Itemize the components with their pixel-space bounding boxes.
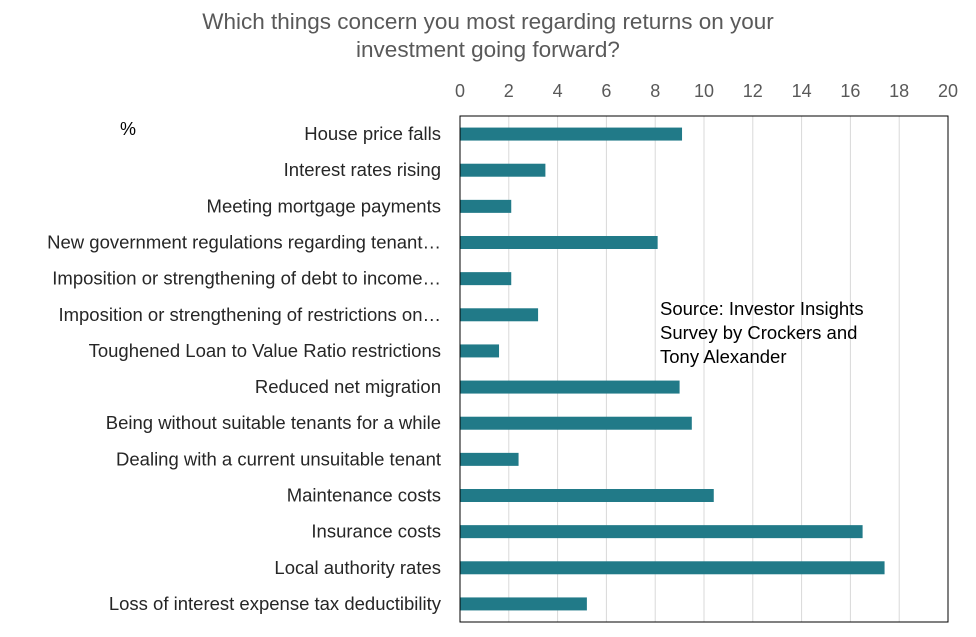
category-label: Insurance costs bbox=[311, 521, 441, 542]
category-label: Being without suitable tenants for a whi… bbox=[106, 412, 441, 433]
category-label: Imposition or strengthening of debt to i… bbox=[52, 268, 441, 289]
bars bbox=[460, 127, 885, 611]
category-label: House price falls bbox=[304, 123, 441, 144]
source-line-1: Source: Investor Insights bbox=[660, 298, 864, 319]
bar bbox=[460, 272, 512, 286]
category-label: Maintenance costs bbox=[287, 485, 441, 506]
category-label: New government regulations regarding ten… bbox=[47, 232, 441, 253]
plot-area-frame bbox=[459, 115, 949, 623]
category-label: Dealing with a current unsuitable tenant bbox=[116, 448, 441, 469]
chart-title-line-1: Which things concern you most regarding … bbox=[202, 9, 774, 34]
category-labels: House price falls Interest rates rising Me… bbox=[47, 123, 442, 614]
x-tick-label: 0 bbox=[455, 81, 465, 101]
x-axis-tick-labels: 0 2 4 6 8 10 12 14 16 18 20 bbox=[455, 81, 958, 101]
category-label: Toughened Loan to Value Ratio restrictio… bbox=[89, 340, 441, 361]
bar bbox=[460, 561, 885, 575]
x-tick-label: 2 bbox=[504, 81, 514, 101]
category-label: Interest rates rising bbox=[284, 159, 441, 180]
bar bbox=[460, 127, 683, 141]
bar bbox=[460, 344, 500, 358]
chart-title-line-2: investment going forward? bbox=[356, 37, 620, 62]
x-tick-label: 16 bbox=[840, 81, 860, 101]
category-label: Local authority rates bbox=[274, 557, 441, 578]
x-tick-label: 18 bbox=[889, 81, 909, 101]
x-tick-label: 12 bbox=[743, 81, 763, 101]
bar bbox=[460, 163, 546, 177]
source-line-2: Survey by Crockers and bbox=[660, 322, 858, 343]
unit-label: % bbox=[120, 119, 137, 139]
category-label: Reduced net migration bbox=[255, 376, 441, 397]
bar bbox=[460, 597, 587, 611]
category-label: Meeting mortgage payments bbox=[207, 195, 441, 216]
gridlines bbox=[508, 116, 900, 622]
category-label: Loss of interest expense tax deductibili… bbox=[109, 593, 442, 614]
x-tick-label: 20 bbox=[938, 81, 958, 101]
bar bbox=[460, 525, 863, 539]
bar bbox=[460, 489, 714, 502]
x-tick-label: 14 bbox=[792, 81, 812, 101]
x-tick-label: 6 bbox=[601, 81, 611, 101]
bar bbox=[460, 416, 692, 430]
bar bbox=[460, 308, 539, 322]
chart-title: Which things concern you most regarding … bbox=[0, 8, 976, 64]
source-note: Source: Investor Insights Survey by Croc… bbox=[660, 297, 864, 369]
bar bbox=[460, 199, 512, 213]
bar bbox=[460, 380, 680, 394]
x-tick-label: 8 bbox=[650, 81, 660, 101]
category-label: Imposition or strengthening of restricti… bbox=[58, 304, 441, 325]
bar bbox=[460, 452, 519, 466]
x-tick-label: 4 bbox=[553, 81, 563, 101]
source-line-3: Tony Alexander bbox=[660, 346, 787, 367]
x-tick-label: 10 bbox=[694, 81, 714, 101]
bar bbox=[460, 236, 658, 249]
